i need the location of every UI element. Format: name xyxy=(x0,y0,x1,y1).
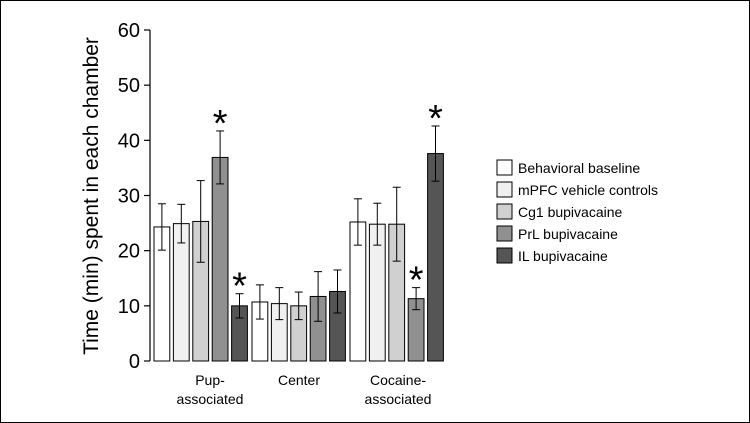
y-tick-label: 60 xyxy=(118,20,140,42)
y-axis-label: Time (min) spent in each chamber xyxy=(80,37,103,355)
legend-label: PrL bupivacaine xyxy=(518,226,618,242)
category-label: associated xyxy=(177,391,244,407)
legend-label: Behavioral baseline xyxy=(518,160,640,176)
y-tick-label: 40 xyxy=(118,130,140,152)
legend-swatch xyxy=(496,225,513,242)
legend-swatch xyxy=(496,159,513,176)
category-label: Cocaine- xyxy=(370,372,426,388)
y-tick-label: 0 xyxy=(129,351,140,373)
significance-star: * xyxy=(213,103,228,145)
legend-swatch xyxy=(496,181,513,198)
legend-swatch xyxy=(496,247,513,264)
y-tick-label: 10 xyxy=(118,296,140,318)
y-tick-label: 20 xyxy=(118,241,140,263)
bar xyxy=(172,223,190,362)
significance-star: * xyxy=(409,260,424,302)
legend-swatch xyxy=(496,203,513,220)
legend: Behavioral baseline mPFC vehicle controls… xyxy=(496,159,658,264)
y-tick-label: 50 xyxy=(118,75,140,97)
significance-star: * xyxy=(232,266,247,308)
legend-label: Cg1 bupivacaine xyxy=(518,204,623,220)
bar xyxy=(211,156,229,362)
significance-star: * xyxy=(428,98,443,140)
plot-area: 0 10 20 30 40 50 60 * * * * Pup-associated Center Coc… xyxy=(118,20,444,407)
legend-label: mPFC vehicle controls xyxy=(518,182,658,198)
y-tick-label: 30 xyxy=(118,186,140,208)
category-label: Center xyxy=(278,372,320,388)
legend-label: IL bupivacaine xyxy=(518,248,608,264)
category-label: Pup- xyxy=(195,372,225,388)
category-label: associated xyxy=(365,391,432,407)
bar xyxy=(427,153,444,362)
